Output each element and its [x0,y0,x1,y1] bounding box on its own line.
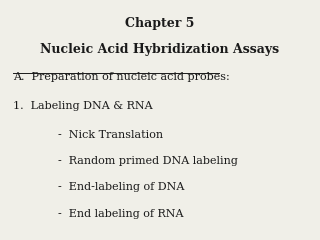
Text: Nucleic Acid Hybridization Assays: Nucleic Acid Hybridization Assays [40,43,280,56]
Text: 1.  Labeling DNA & RNA: 1. Labeling DNA & RNA [13,101,152,111]
Text: -  Random primed DNA labeling: - Random primed DNA labeling [58,156,237,166]
Text: A.  Preparation of nucleic acid probes:: A. Preparation of nucleic acid probes: [13,72,229,82]
Text: -  Nick Translation: - Nick Translation [58,130,163,140]
Text: -  End-labeling of DNA: - End-labeling of DNA [58,182,184,192]
Text: Chapter 5: Chapter 5 [125,17,195,30]
Text: -  End labeling of RNA: - End labeling of RNA [58,209,183,219]
